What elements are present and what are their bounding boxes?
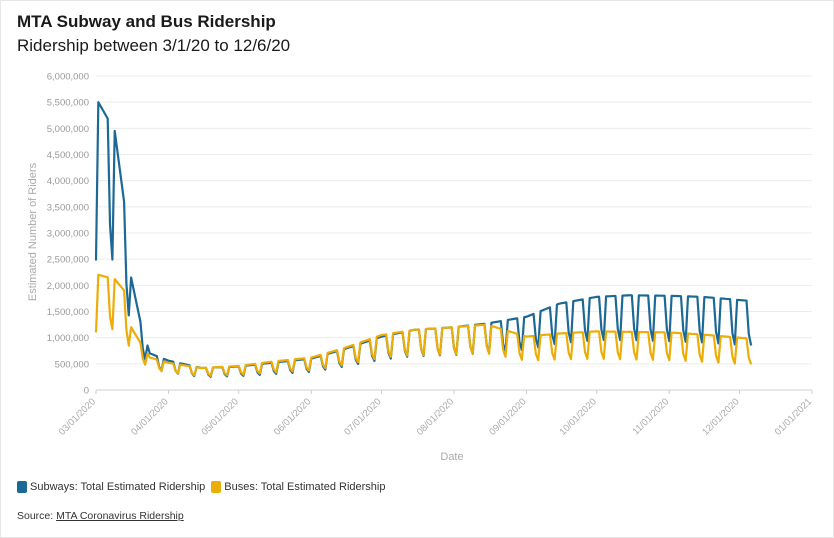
- x-tick-label: 09/01/2020: [487, 396, 528, 437]
- source-note: Source: MTA Coronavirus Ridership: [17, 510, 184, 522]
- y-tick-label: 3,500,000: [47, 202, 89, 213]
- y-tick-label: 5,500,000: [47, 98, 89, 109]
- legend-label-subways: Subways: Total Estimated Ridership: [30, 481, 206, 493]
- x-tick-label: 06/01/2020: [272, 396, 313, 437]
- x-tick-label: 04/01/2020: [129, 396, 170, 437]
- y-axis-label: Estimated Number of Riders: [27, 162, 39, 301]
- y-tick-label: 4,000,000: [47, 176, 89, 187]
- source-prefix: Source:: [17, 510, 54, 522]
- y-tick-label: 6,000,000: [47, 72, 89, 83]
- legend: Subways: Total Estimated Ridership Buses…: [17, 481, 392, 493]
- chart-title: MTA Subway and Bus Ridership: [17, 12, 276, 31]
- source-link[interactable]: MTA Coronavirus Ridership: [56, 510, 184, 522]
- x-tick-label: 12/01/2020: [700, 396, 741, 437]
- legend-swatch-subways: [17, 481, 27, 493]
- y-tick-label: 2,000,000: [47, 281, 89, 292]
- y-tick-label: 1,000,000: [47, 333, 89, 344]
- y-tick-label: 1,500,000: [47, 307, 89, 318]
- x-axis-ticks: 03/01/2020 04/01/2020 05/01/2020 06/01/2020…: [57, 390, 814, 438]
- chart-subtitle: Ridership between 3/1/20 to 12/6/20: [17, 36, 291, 55]
- x-tick-label: 05/01/2020: [199, 396, 240, 437]
- legend-swatch-buses: [211, 481, 222, 493]
- series-line-buses: [94, 273, 753, 377]
- x-tick-label: 03/01/2020: [57, 396, 98, 437]
- y-axis-ticks: 0 500,000 1,000,000 1,500,000 2,000,000 2,500…: [47, 72, 89, 397]
- x-tick-label: 10/01/2020: [557, 396, 598, 437]
- x-tick-label: 01/01/2021: [773, 396, 814, 437]
- legend-label-buses: Buses: Total Estimated Ridership: [224, 481, 386, 493]
- y-tick-label: 500,000: [55, 359, 89, 370]
- x-tick-label: 08/01/2020: [415, 396, 456, 437]
- y-tick-label: 5,000,000: [47, 124, 89, 135]
- y-tick-label: 2,500,000: [47, 255, 89, 266]
- y-tick-label: 4,500,000: [47, 150, 89, 161]
- y-tick-label: 0: [84, 386, 89, 397]
- x-tick-label: 07/01/2020: [342, 396, 383, 437]
- series-line-subways: [94, 101, 753, 378]
- legend-item-buses[interactable]: Buses: Total Estimated Ridership: [211, 481, 386, 493]
- y-tick-label: 3,000,000: [47, 229, 89, 240]
- x-tick-label: 11/01/2020: [630, 396, 671, 437]
- series-lines: [94, 101, 753, 378]
- x-axis-label: Date: [440, 451, 463, 463]
- legend-item-subways[interactable]: Subways: Total Estimated Ridership: [17, 481, 205, 493]
